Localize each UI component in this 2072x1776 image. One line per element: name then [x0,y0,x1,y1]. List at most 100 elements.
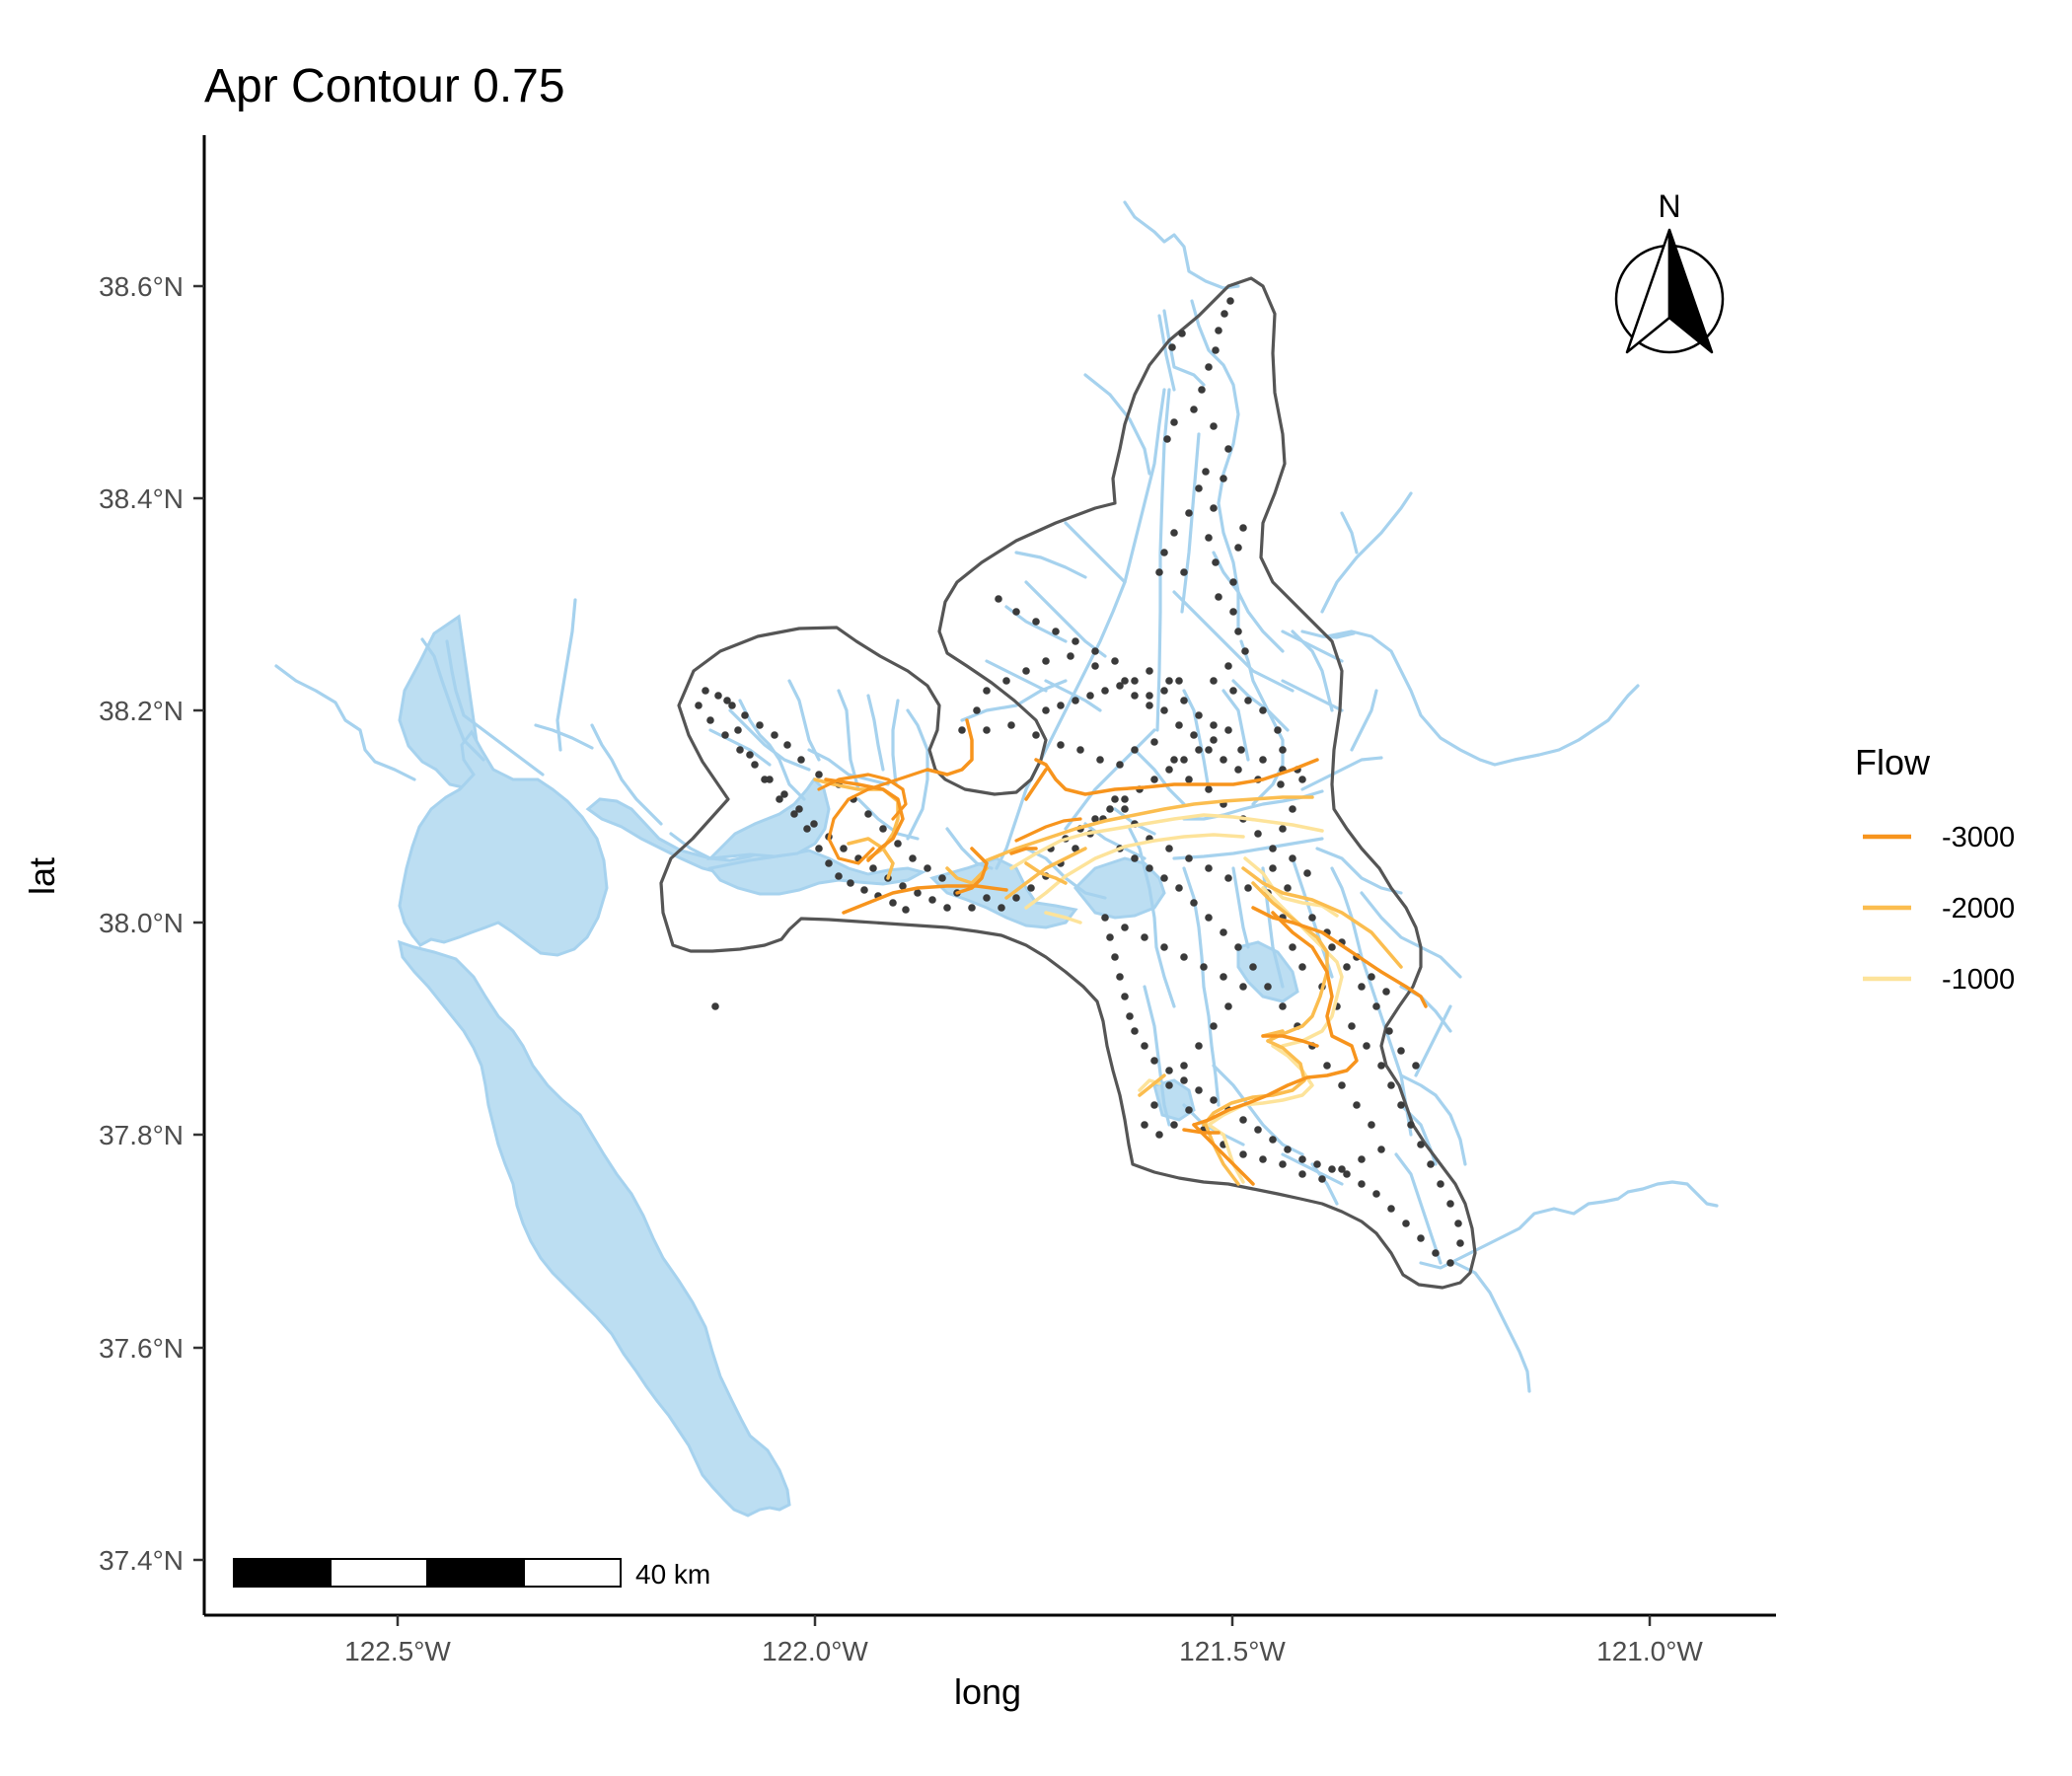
station-point [1241,647,1249,655]
station-point [938,874,946,882]
station-point [1205,363,1213,371]
station-point [1385,1027,1393,1035]
plot-title: Apr Contour 0.75 [204,60,565,112]
station-point [1067,652,1074,660]
station-point [909,854,917,862]
station-point [797,756,805,764]
station-point [928,896,936,904]
station-point [1155,1131,1163,1139]
station-point [1343,1170,1351,1178]
station-point [1131,1027,1139,1035]
station-point [1072,845,1079,852]
station-point [1289,943,1296,951]
station-point [1200,963,1208,971]
station-point [1195,484,1203,492]
station-point [783,741,791,749]
station-point [1224,1002,1232,1010]
station-point [1338,1165,1346,1173]
station-point [1377,1062,1385,1070]
station-point [1358,1180,1366,1188]
station-point [1106,933,1114,941]
station-point [1032,731,1040,739]
station-point [1032,618,1040,626]
station-point [1106,805,1114,813]
station-point [1338,1081,1346,1089]
station-point [1086,692,1094,700]
station-point [1279,746,1287,754]
station-point [1076,746,1084,754]
monitoring-stations [695,297,1464,1267]
station-point [1363,1042,1370,1050]
station-point [1269,1136,1277,1144]
station-point [1116,682,1124,690]
station-point [1146,667,1153,675]
x-tick-label: 122.0°W [762,1636,868,1666]
station-point [1377,1146,1385,1153]
contour-level-minus-3000 [824,718,1428,1186]
station-point [1210,422,1218,430]
station-point [1254,830,1262,838]
station-point [1198,386,1206,394]
station-point [1160,706,1168,714]
station-point [1131,677,1139,685]
station-point [1205,746,1213,754]
station-point [1042,706,1050,714]
station-point [1289,854,1296,862]
station-point [1277,780,1285,788]
station-point [1328,1165,1336,1173]
station-point [1072,637,1079,645]
y-tick-label: 38.4°N [99,483,184,514]
station-point [746,751,754,759]
station-point [1269,845,1277,852]
station-point [1180,953,1188,961]
station-point [835,872,843,880]
station-point [879,825,887,833]
station-point [914,889,922,897]
station-point [790,810,798,818]
station-point [1298,963,1306,971]
station-point [1417,1141,1425,1148]
station-point [706,716,714,724]
station-point [1437,1180,1444,1188]
station-point [1052,628,1060,635]
station-point [1146,692,1153,700]
station-point [1190,406,1198,413]
station-point [1178,330,1186,337]
station-point [1057,702,1065,709]
bay-water-body [398,614,1299,1517]
station-point [902,906,910,914]
station-point [1298,776,1306,783]
station-point [1237,746,1245,754]
station-point [1121,805,1129,813]
station-point [1249,963,1257,971]
station-point [1387,1205,1395,1213]
station-point [1121,993,1129,1000]
station-point [1224,874,1232,882]
station-point [1141,1042,1148,1050]
station-point [1150,1101,1158,1109]
station-point [736,746,744,754]
station-point [1397,1101,1405,1109]
station-point [1027,884,1035,892]
station-point [1348,1022,1356,1030]
y-axis-title: lat [22,857,62,895]
y-tick-label: 38.2°N [99,696,184,726]
station-point [1175,884,1183,892]
station-point [714,692,722,700]
station-point [1126,1012,1134,1020]
legend-item: -1000 [1863,964,2015,996]
station-point [1244,697,1252,704]
station-point [1175,721,1183,729]
y-tick-label: 37.4°N [99,1545,184,1576]
station-point [751,761,759,769]
station-point [771,731,778,739]
north-arrow-icon: N [1614,188,1725,354]
station-point [1170,418,1178,426]
station-point [1446,1259,1454,1267]
station-point [1131,854,1139,862]
station-point [1163,435,1171,443]
station-point [1190,731,1198,739]
legend-item: -3000 [1863,822,2015,853]
station-point [924,864,931,872]
station-point [803,825,811,833]
